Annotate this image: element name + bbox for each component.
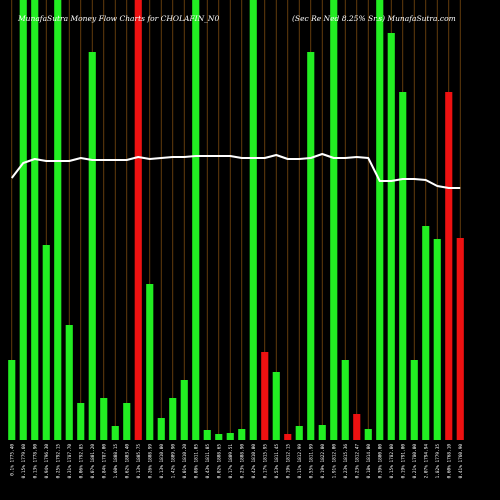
- bar: [180, 380, 188, 440]
- x-tick-labels: 0.1% 1775.40 0.15% 1779.60 0.13% 1778.90 0.…: [9, 444, 464, 479]
- bar: [169, 398, 177, 440]
- bar: [19, 0, 27, 440]
- x-tick-label: 0.19% 1812.15: [285, 444, 291, 479]
- bar: [410, 360, 418, 440]
- x-tick-label: 0.21% 1780.00: [412, 444, 418, 479]
- x-tick-label: 0.60% 1768.10: [446, 444, 452, 479]
- bar: [307, 52, 315, 440]
- bar: [134, 0, 142, 440]
- x-tick-label: 0.08% 1811.05: [193, 444, 199, 479]
- chart-title: MunafaSutra Money Flow Charts for CHOLAF…: [17, 14, 219, 23]
- bar: [445, 92, 453, 440]
- bar: [42, 245, 50, 440]
- bar: [433, 239, 441, 440]
- bar: [157, 418, 165, 440]
- x-tick-label: 0.94% 1796.30: [44, 444, 50, 479]
- bar: [203, 430, 211, 440]
- bar: [364, 429, 372, 440]
- x-tick-label: 0.42% 1810.00: [251, 444, 257, 479]
- x-tick-label: 0.23% 1812.47: [354, 444, 360, 479]
- price-line-layer: [10, 153, 461, 189]
- x-tick-label: 0.84% 1787.00: [101, 444, 107, 479]
- x-tick-label: 0.62% 1803.40: [124, 444, 130, 479]
- bar: [341, 360, 349, 440]
- price-line: [10, 153, 461, 189]
- bar: [65, 325, 73, 440]
- bar: [330, 0, 338, 440]
- x-tick-label: 0.1% 1775.40: [9, 444, 15, 476]
- bar: [272, 372, 280, 440]
- chart-subtitle: (Sec Re Ned 8.25% Sr.s) MunafaSutra.com: [292, 14, 456, 23]
- x-tick-label: 1.91% 1812.00: [331, 444, 337, 479]
- x-tick-label: 0.43% 1811.05: [205, 444, 211, 479]
- bar: [77, 403, 85, 440]
- x-tick-label: 0.06% 1792.85: [78, 444, 84, 479]
- x-tick-label: 0.07% 1801.20: [90, 444, 96, 479]
- x-tick-label: 0.17% 1815.95: [262, 444, 268, 479]
- bar: [249, 0, 257, 440]
- bars: [8, 0, 464, 440]
- x-tick-label: 0.02% 1808.65: [216, 444, 222, 479]
- bar: [123, 403, 131, 440]
- bar: [456, 238, 464, 440]
- x-tick-label: 0.13% 1778.90: [32, 444, 38, 479]
- bar: [238, 429, 246, 440]
- x-tick-label: 0.25% 1792.15: [55, 444, 61, 479]
- bar: [54, 0, 62, 440]
- x-tick-label: 0.41% 1760.90: [458, 444, 464, 479]
- x-tick-label: 1.42% 1809.90: [170, 444, 176, 479]
- bar: [31, 0, 39, 440]
- bar: [146, 284, 154, 440]
- x-tick-label: 0.26% 1808.99: [147, 444, 153, 479]
- bar: [100, 398, 108, 440]
- bar: [226, 433, 234, 440]
- bar: [284, 434, 292, 440]
- bar: [261, 352, 269, 440]
- x-tick-label: 0.13% 1805.75: [136, 444, 142, 479]
- bar: [8, 360, 16, 440]
- x-tick-label: 0.23% 1808.90: [239, 444, 245, 479]
- x-tick-label: 0.13% 1810.00: [159, 444, 165, 479]
- x-tick-label: 0.39% 1800.00: [377, 444, 383, 479]
- x-tick-label: 1.60% 1808.15: [113, 444, 119, 479]
- x-tick-label: 0.19% 1791.00: [400, 444, 406, 479]
- bar: [399, 92, 407, 440]
- x-tick-label: 0.15% 1779.60: [21, 444, 27, 479]
- bar: [295, 426, 303, 440]
- x-tick-label: 0.15% 1782.00: [389, 444, 395, 479]
- bar: [318, 425, 326, 440]
- x-tick-label: 0.11% 1812.99: [297, 444, 303, 479]
- bar: [376, 0, 384, 440]
- bar: [111, 426, 119, 440]
- bar: [215, 434, 223, 440]
- bar: [422, 226, 430, 440]
- x-tick-label: 0.31% 1787.70: [67, 444, 73, 479]
- x-tick-label: 0.17% 1809.51: [228, 444, 234, 479]
- bar: [192, 0, 200, 440]
- bar: [353, 414, 361, 440]
- bar: [387, 33, 395, 440]
- x-tick-label: 2.07% 1794.94: [423, 444, 429, 479]
- x-tick-label: 0.55% 1811.99: [308, 444, 314, 479]
- x-tick-label: 0.23% 1815.36: [343, 444, 349, 479]
- x-tick-label: 0.18% 1814.00: [366, 444, 372, 479]
- x-tick-label: 0.19% 1822.00: [320, 444, 326, 479]
- x-tick-label: 0.01% 1810.20: [182, 444, 188, 479]
- bar: [88, 52, 96, 440]
- x-tick-label: 0.53% 1811.45: [274, 444, 280, 479]
- x-tick-label: 1.82% 1779.35: [435, 444, 441, 479]
